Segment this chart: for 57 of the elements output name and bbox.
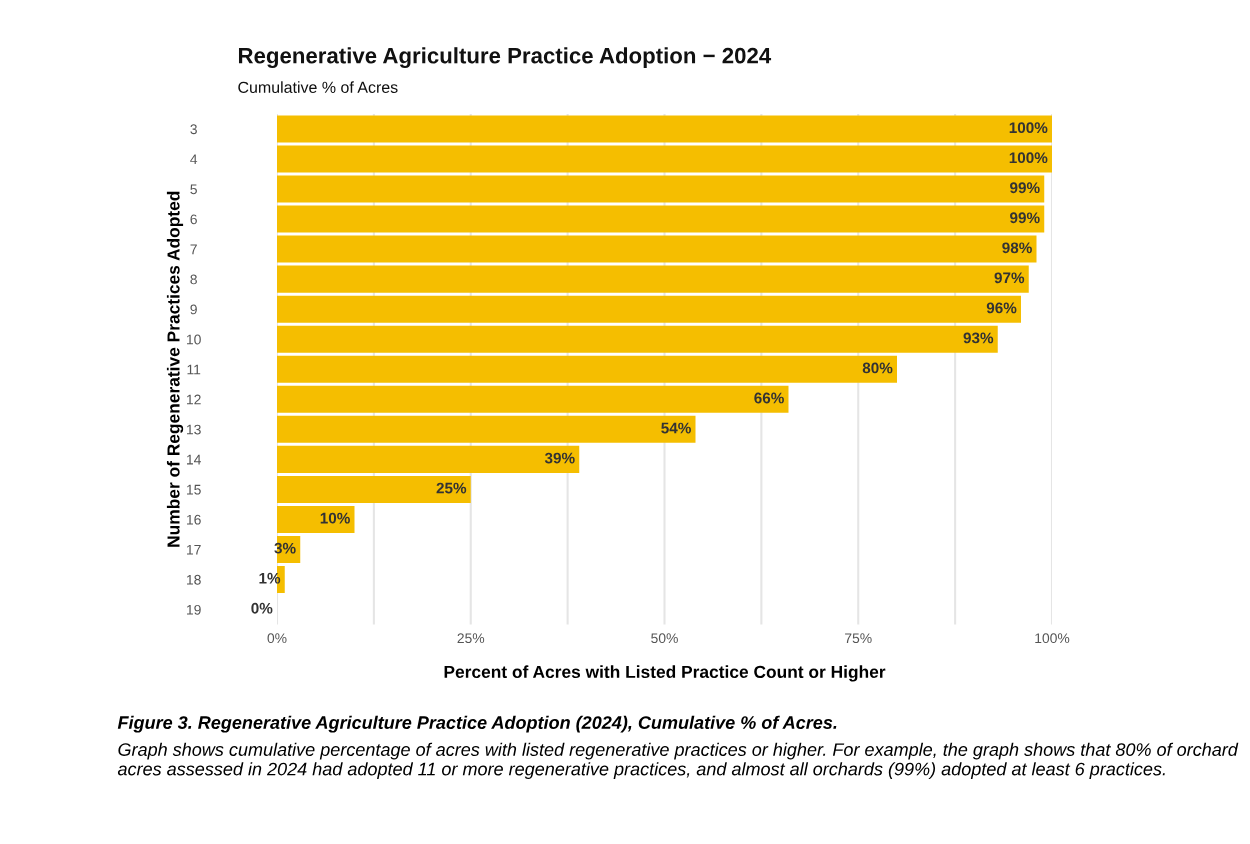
y-tick-label: 14 <box>187 454 201 465</box>
data-label: 39% <box>544 452 575 464</box>
bar <box>277 445 580 473</box>
y-tick-label: 8 <box>190 274 197 285</box>
y-tick-label: 13 <box>187 424 201 435</box>
data-label: 100% <box>1009 152 1048 164</box>
y-tick-label: 17 <box>187 544 201 555</box>
y-tick-label: 6 <box>190 214 197 225</box>
data-label: 10% <box>320 512 350 524</box>
data-label: 99% <box>1010 182 1040 194</box>
data-label: 97% <box>994 272 1025 284</box>
y-tick-label: 3 <box>190 124 197 135</box>
text: Graph shows cumulative percentage of acres with listed regenerative practices or higher. For example, the graph shows that 80% of orchard acres assessed in 2024 had adopted 11 or more regenerative practices, and almost all orchards (99%) adopted at least 6 practices. <box>117 742 1239 779</box>
data-label: 96% <box>986 302 1017 314</box>
bar <box>277 175 1045 203</box>
bar <box>277 295 1021 323</box>
data-label: 0% <box>251 602 273 614</box>
bar <box>277 325 998 353</box>
y-tick-label: 5 <box>190 184 197 195</box>
bar <box>277 475 471 503</box>
y-axis-title: Number of Regenerative Practices Adopted <box>166 191 184 547</box>
x-tick-label: 50% <box>651 633 678 644</box>
x-tick-label: 100% <box>1035 633 1070 644</box>
bar <box>277 115 1052 143</box>
x-tick-label: 0% <box>267 633 287 644</box>
chart-subtitle: Cumulative % of Acres <box>238 81 398 93</box>
x-axis-title: Percent of Acres with Listed Practice Count or Higher <box>444 665 886 682</box>
bar <box>277 205 1045 233</box>
chart-title: Regenerative Agriculture Practice Adoption − 2024 <box>238 47 772 69</box>
bar <box>277 355 897 383</box>
data-label: 25% <box>436 482 467 494</box>
bar <box>277 235 1037 263</box>
bar <box>277 415 696 443</box>
y-tick-label: 10 <box>187 334 201 345</box>
caption: Figure 3. Regenerative Agriculture Practice Adoption (2024), Cumulative % of Acres. <box>117 715 837 733</box>
y-tick-label: 15 <box>187 484 201 495</box>
y-tick-label: 18 <box>187 574 201 585</box>
bar <box>277 265 1029 293</box>
y-tick-label: 7 <box>190 244 197 255</box>
data-label: 93% <box>963 332 994 344</box>
x-tick-label: 75% <box>845 633 872 644</box>
data-label: 66% <box>754 392 784 404</box>
x-tick-label: 25% <box>457 633 485 644</box>
bar <box>277 145 1052 173</box>
y-tick-label: 4 <box>190 154 198 165</box>
y-tick-label: 11 <box>187 364 201 375</box>
y-tick-label: 19 <box>187 604 201 615</box>
data-label: 54% <box>661 422 691 434</box>
y-tick-label: 12 <box>187 394 201 405</box>
data-label: 80% <box>862 362 893 374</box>
data-label: 99% <box>1010 212 1040 224</box>
y-tick-label: 9 <box>190 304 197 315</box>
data-label: 100% <box>1009 122 1048 134</box>
data-label: 98% <box>1002 242 1032 254</box>
bar <box>277 385 789 413</box>
y-tick-label: 16 <box>187 514 201 525</box>
bar <box>277 505 355 533</box>
